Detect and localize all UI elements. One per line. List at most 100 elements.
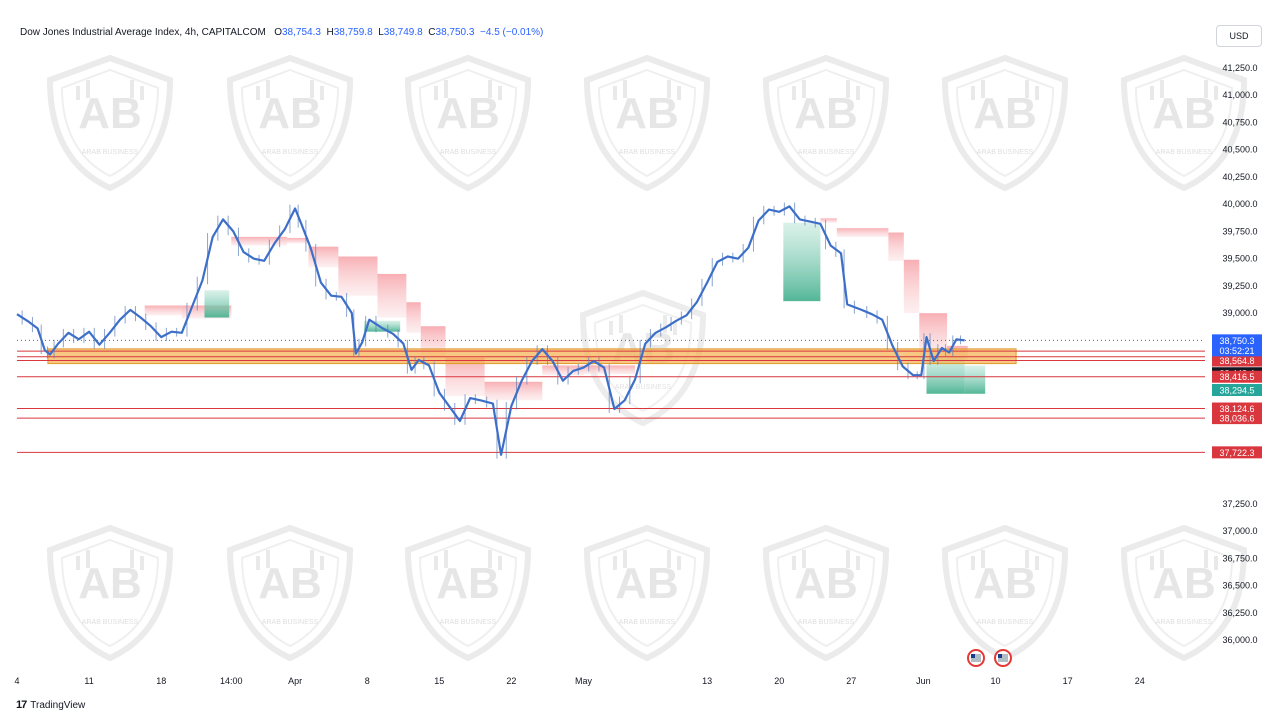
symbol-legend[interactable]: Dow Jones Industrial Average Index, 4h, … [20,27,543,38]
y-tick-label: 36,500.0 [1222,581,1257,591]
y-tick-label: 39,750.0 [1222,226,1257,236]
price-line [16,205,965,456]
watermark-emblem [408,58,528,188]
level-label: 38,036.6 [1219,414,1254,424]
y-tick-label: 36,750.0 [1222,553,1257,563]
bearish-cloud-segment [338,256,378,296]
tradingview-brand: TradingView [30,699,86,711]
economic-events[interactable] [967,649,1012,667]
tradingview-footer[interactable]: 17 TradingView [16,699,85,711]
y-tick-label: 40,500.0 [1222,145,1257,155]
price-axis[interactable]: 38,651.338,600.038,564.838,448.438,416.5… [1212,63,1262,645]
current-price-label: 38,750.3 [1219,336,1254,346]
watermark-emblem [50,58,170,188]
tradingview-logo-icon: 17 [16,699,27,711]
close-label: C [428,27,436,38]
y-tick-label: 39,000.0 [1222,308,1257,318]
bearish-cloud-segment [484,381,543,401]
y-tick-label: 41,250.0 [1222,63,1257,73]
watermark-emblem [945,58,1065,188]
bearish-cloud-segment [377,273,407,318]
level-tag [1212,354,1262,367]
bearish-cloud-segment [903,259,920,314]
watermark-emblem [230,58,350,188]
y-tick-label: 39,250.0 [1222,281,1257,291]
open-value: 38,754.3 [281,27,321,38]
x-tick-label: May [575,676,593,686]
current-price-tag [1212,334,1262,357]
x-tick-label: 11 [84,676,93,686]
level-tag [1212,446,1262,459]
currency-button[interactable]: USD [1216,25,1262,47]
x-tick-label: 4 [14,676,19,686]
x-tick-label: 10 [990,676,1000,686]
bearish-cloud-segment [542,365,584,376]
close-value: 38,750.3 [435,27,475,38]
y-tick-label: 39,500.0 [1222,254,1257,264]
watermark-emblem [945,528,1065,658]
watermark-emblem [230,528,350,658]
bullish-cloud-segment [204,290,230,318]
bearish-cloud-segment [836,228,889,237]
low-label: L [378,27,384,38]
us-flag-event-icon[interactable] [967,649,985,667]
y-tick-label: 40,250.0 [1222,172,1257,182]
bearish-cloud-segment [231,236,287,246]
y-tick-label: 36,000.0 [1222,635,1257,645]
x-tick-label: 24 [1135,676,1145,686]
us-flag-event-icon[interactable] [994,649,1012,667]
bullish-cloud-segment [783,222,821,302]
watermark-emblem [408,528,528,658]
watermark-emblem [50,528,170,658]
countdown-label: 03:52:21 [1219,346,1254,356]
price-series [16,202,965,459]
x-tick-label: 20 [774,676,784,686]
level-tag [1212,402,1262,415]
symbol-title: Dow Jones Industrial Average Index, 4h, … [20,27,266,38]
bearish-cloud-segment [820,218,837,223]
x-tick-label: 15 [434,676,444,686]
level-label: 38,294.5 [1219,386,1254,396]
level-label: 37,722.3 [1219,448,1254,458]
level-tag [1212,412,1262,425]
x-tick-label: 18 [156,676,166,686]
bullish-cloud-segment [964,365,986,394]
level-label: 38,564.8 [1219,356,1254,366]
x-tick-label: 13 [702,676,712,686]
change-value: −4.5 (−0.01%) [480,27,544,38]
level-label: 38,416.5 [1219,372,1254,382]
x-tick-label: 17 [1063,676,1073,686]
bullish-cloud-segment [364,320,401,332]
y-tick-label: 40,000.0 [1222,199,1257,209]
open-label: O [274,27,282,38]
y-tick-label: 37,250.0 [1222,499,1257,509]
level-label: 38,124.6 [1219,404,1254,414]
x-tick-label: 14:00 [220,676,243,686]
low-value: 38,749.8 [383,27,423,38]
level-tag [1212,384,1262,397]
y-tick-label: 41,000.0 [1222,90,1257,100]
y-tick-label: 37,000.0 [1222,526,1257,536]
level-tag [1212,370,1262,383]
x-tick-label: 27 [846,676,856,686]
y-tick-label: 40,750.0 [1222,117,1257,127]
watermark-emblem [766,528,886,658]
high-label: H [326,27,334,38]
time-axis[interactable]: 4 11 18 14:00 Apr 8 15 22 May 13 20 27 Jun 10 17 24 [14,676,1144,686]
high-value: 38,759.8 [333,27,373,38]
x-tick-label: 8 [365,676,370,686]
x-tick-label: Jun [916,676,931,686]
horizontal-levels [17,339,1205,453]
watermark-emblem [766,58,886,188]
x-tick-label: Apr [288,676,302,686]
x-tick-label: 22 [506,676,516,686]
bearish-cloud-segment [406,302,421,333]
bearish-cloud-segment [144,305,182,316]
bearish-cloud-segment [888,232,904,261]
watermark-emblem [587,58,707,188]
watermark-emblem [587,528,707,658]
y-tick-label: 36,250.0 [1222,608,1257,618]
bearish-cloud-segment [286,237,309,244]
